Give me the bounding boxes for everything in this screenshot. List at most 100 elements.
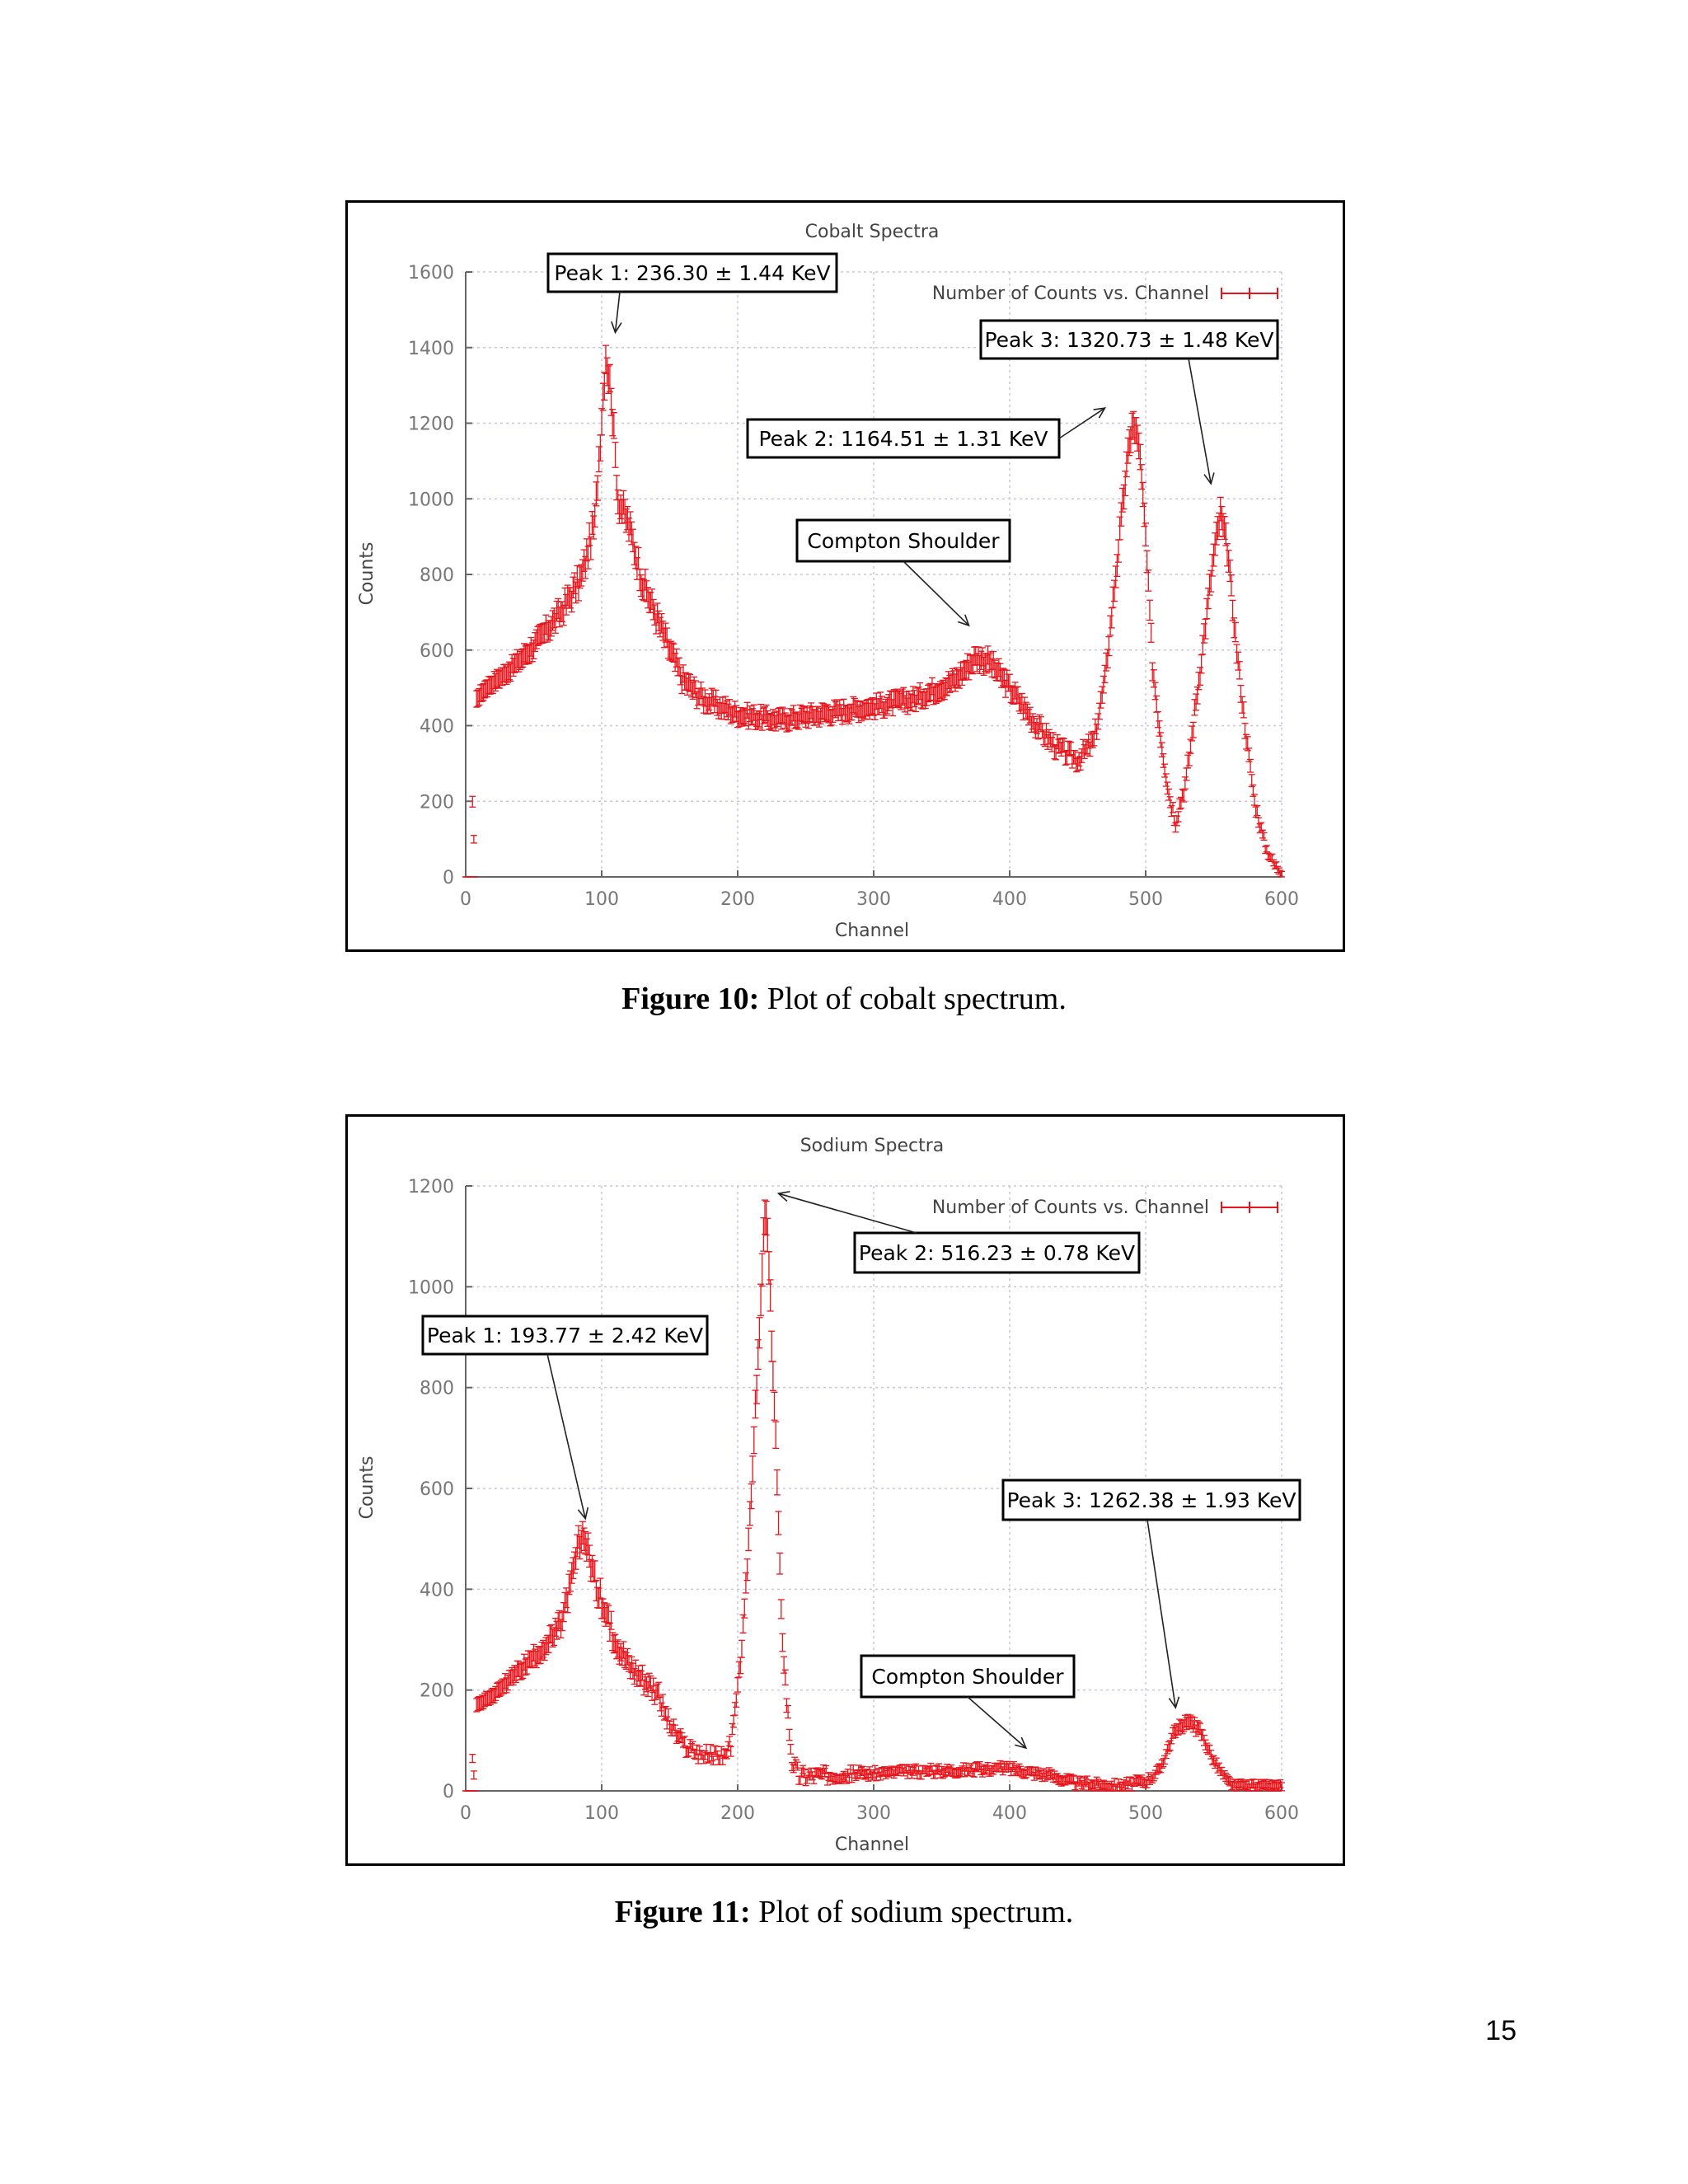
- data-point: [1107, 615, 1114, 636]
- data-point: [1142, 523, 1149, 547]
- arrow-head: [1093, 407, 1107, 419]
- data-point: [1161, 763, 1169, 778]
- arrow-head: [957, 614, 970, 627]
- y-tick-label: 1200: [408, 1177, 454, 1197]
- data-point: [785, 1728, 793, 1741]
- data-point: [743, 1558, 751, 1582]
- y-tick-label: 200: [420, 792, 454, 813]
- data-point: [593, 481, 600, 507]
- y-tick-label: 1200: [408, 415, 454, 435]
- y-tick-label: 600: [420, 1479, 454, 1500]
- data-point: [1166, 1740, 1174, 1751]
- data-point: [1180, 790, 1188, 803]
- data-points: [462, 1199, 1285, 1792]
- data-point: [734, 1677, 741, 1693]
- data-point: [591, 1560, 598, 1582]
- data-point: [1277, 1779, 1284, 1789]
- data-point: [1147, 622, 1155, 643]
- figure-10-caption: Figure 10: Plot of cobalt spectrum.: [0, 981, 1688, 1017]
- data-point: [607, 1610, 615, 1630]
- data-point: [1181, 776, 1189, 790]
- y-axis-label: Counts: [357, 1456, 377, 1520]
- legend-sample: [1221, 288, 1278, 299]
- data-point: [1141, 502, 1148, 527]
- data-point: [767, 1279, 774, 1312]
- data-point: [773, 1469, 781, 1496]
- data-point: [1170, 802, 1176, 813]
- data-point: [757, 1283, 765, 1316]
- data-point: [470, 835, 477, 844]
- data-point: [1231, 617, 1238, 639]
- data-point: [1100, 675, 1107, 694]
- data-point: [1109, 586, 1117, 608]
- data-point: [1193, 693, 1200, 711]
- data-point: [794, 1761, 801, 1771]
- data-point: [1145, 569, 1152, 592]
- data-point: [1225, 550, 1232, 573]
- figure-11: 0 100 200 300 400 500 600 0 200 400 600 800 1000 1200…: [345, 1114, 1345, 1866]
- y-tick-label: 200: [420, 1681, 454, 1702]
- data-point: [1135, 432, 1142, 460]
- data-point: [1115, 539, 1122, 563]
- annotation-box: Peak 2: 516.23 ± 0.78 KeV: [776, 1190, 1141, 1274]
- data-point: [758, 1253, 766, 1287]
- data-point: [1156, 720, 1163, 737]
- data-point: [564, 1592, 571, 1614]
- x-axis-label: Channel: [835, 921, 909, 941]
- data-point: [1221, 516, 1228, 540]
- data-point: [1143, 550, 1151, 574]
- x-tick-label: 500: [1128, 889, 1163, 910]
- data-point: [771, 1391, 778, 1421]
- arrow-head: [1203, 472, 1215, 485]
- data-point: [1105, 635, 1113, 657]
- data-point: [765, 1251, 772, 1285]
- chart-title: Sodium Spectra: [800, 1136, 945, 1156]
- data-point: [597, 1577, 604, 1599]
- data-point: [750, 1426, 757, 1455]
- data-point: [787, 1743, 795, 1755]
- arrow-head: [776, 1190, 790, 1202]
- data-point: [603, 1603, 611, 1624]
- annotations: Peak 1: 236.30 ± 1.44 KeV Peak 2: 1164.51…: [546, 252, 1279, 627]
- annotation-label: Peak 3: 1262.38 ± 1.93 KeV: [1006, 1488, 1296, 1512]
- data-point: [1093, 724, 1100, 740]
- data-point: [746, 1501, 753, 1526]
- data-point: [727, 1746, 734, 1757]
- y-tick-label: 800: [420, 565, 454, 586]
- annotation-box: Compton Shoulder: [795, 518, 1011, 627]
- data-point: [1172, 822, 1179, 833]
- data-point: [748, 1483, 755, 1510]
- legend: Number of Counts vs. Channel: [932, 284, 1278, 304]
- data-point: [1162, 773, 1170, 787]
- data-point: [1202, 618, 1209, 640]
- tick-labels: 0 100 200 300 400 500 600 0 200 400 600 800 1000 1200: [408, 1177, 1299, 1824]
- x-tick-label: 600: [1264, 1803, 1299, 1824]
- data-point: [1114, 554, 1121, 578]
- data-point: [1161, 1755, 1169, 1765]
- legend-sample: [1221, 1202, 1278, 1213]
- data-point: [664, 1708, 672, 1722]
- data-point: [469, 1754, 476, 1764]
- data-point: [715, 1755, 722, 1765]
- data-point: [785, 1704, 792, 1719]
- x-tick-label: 100: [584, 889, 619, 910]
- caption-label: Figure 11:: [614, 1895, 751, 1929]
- y-tick-label: 1400: [408, 339, 454, 359]
- data-point: [591, 503, 598, 528]
- grid-lines: [466, 271, 1282, 877]
- data-point: [1240, 701, 1247, 719]
- data-point: [1239, 696, 1246, 714]
- y-tick-label: 400: [420, 1580, 454, 1601]
- data-point: [726, 1736, 734, 1746]
- annotation-label: Compton Shoulder: [807, 529, 1000, 553]
- data-point: [703, 1743, 710, 1754]
- data-point: [772, 1421, 780, 1450]
- arrow-head: [1015, 1736, 1028, 1750]
- data-point: [1259, 829, 1266, 839]
- data-point: [745, 1527, 753, 1552]
- annotation-box: Compton Shoulder: [860, 1654, 1076, 1750]
- data-point: [777, 1599, 785, 1619]
- data-point: [1278, 1782, 1285, 1792]
- data-point: [1187, 738, 1194, 754]
- data-point: [1227, 574, 1235, 597]
